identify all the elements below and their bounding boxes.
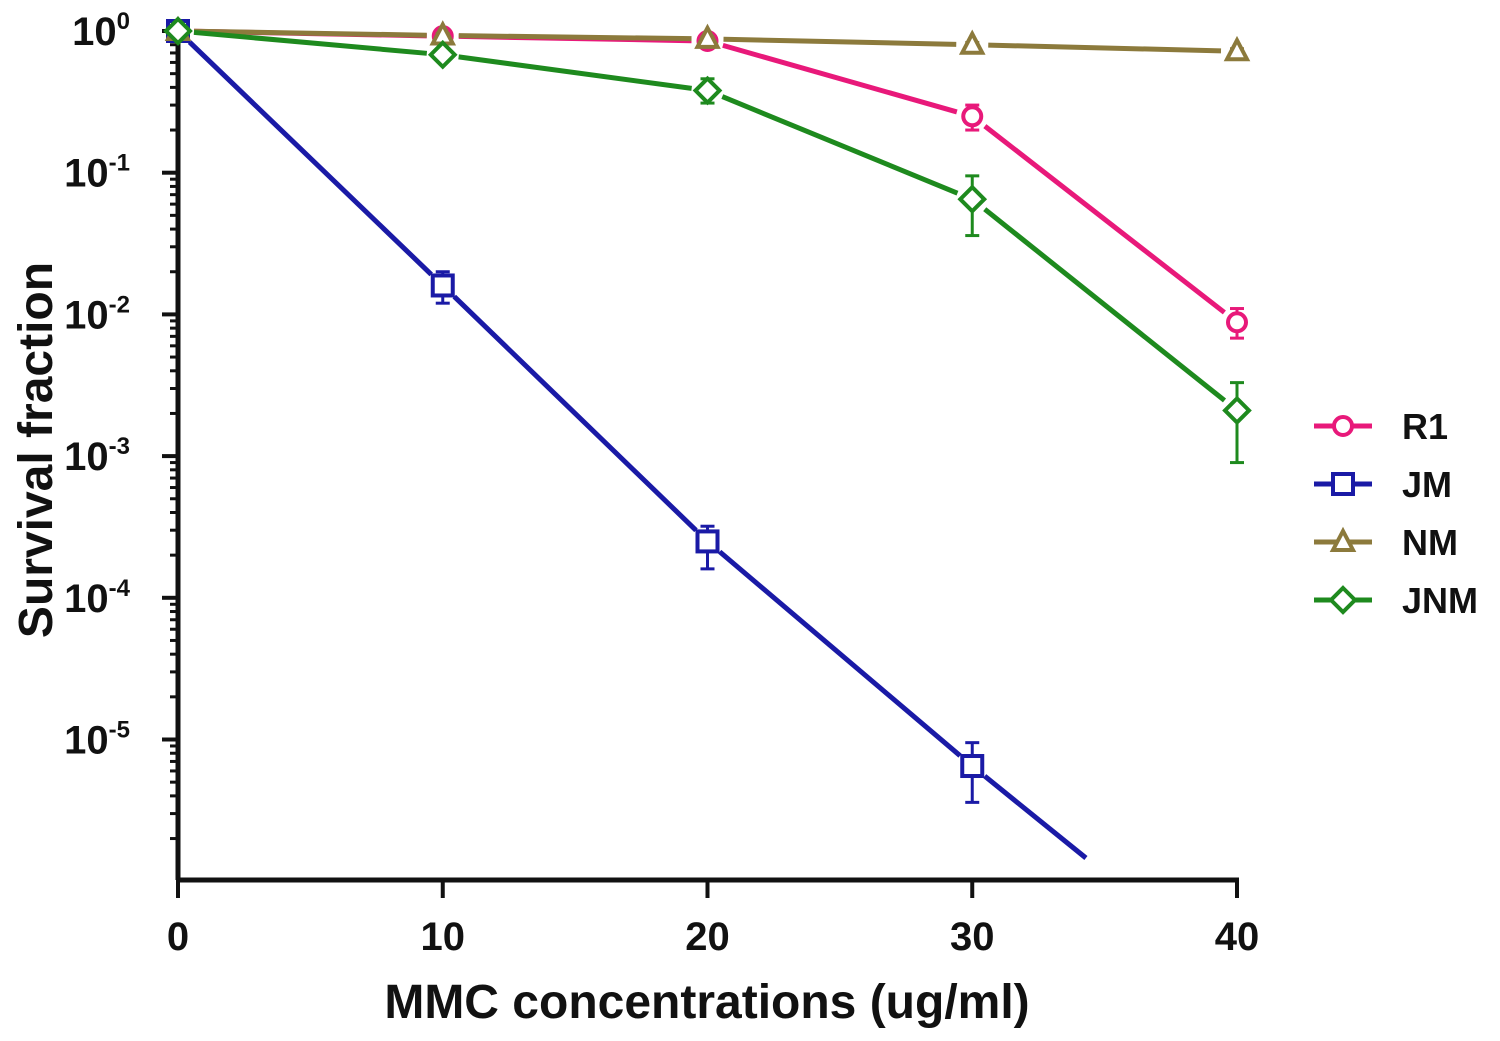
y-tick-exponent: -2: [109, 291, 130, 318]
x-axis-title: MMC concentrations (ug/ml): [384, 976, 1029, 1029]
series-line-segment: [723, 36, 957, 47]
legend: R1 JM NM JNM: [1314, 406, 1478, 621]
series-line-segment: [988, 42, 1222, 54]
y-tick-label: 10-1: [64, 150, 130, 196]
y-tick-exponent: 0: [117, 8, 130, 35]
data-point-triangle: [694, 23, 721, 49]
y-tick-base: 10: [64, 152, 109, 196]
data-point-diamond: [1222, 395, 1252, 426]
y-tick-label: 10-5: [64, 717, 130, 763]
series-line-segment: [721, 94, 959, 196]
legend-item-jm: JM: [1314, 464, 1452, 505]
data-point-triangle: [1223, 35, 1251, 62]
data-point-square: [695, 529, 720, 554]
legend-marker-diamond: [1328, 585, 1358, 615]
series-line-segment: [187, 40, 433, 277]
y-tick-label: 100: [72, 8, 130, 54]
series-jm: [166, 19, 1088, 860]
legend-label: JNM: [1402, 580, 1478, 621]
y-axis-title: Survival fraction: [10, 262, 63, 638]
data-point-diamond: [163, 16, 193, 46]
series-line-segment: [718, 549, 962, 758]
legend-item-jnm: JNM: [1314, 580, 1478, 621]
series-line-segment: [452, 294, 698, 533]
series-line-segment: [193, 29, 428, 56]
legend-item-nm: NM: [1314, 522, 1458, 563]
x-tick-label: 40: [1215, 915, 1260, 959]
series-line-segment: [458, 33, 692, 42]
y-tick-label: 10-2: [64, 291, 130, 337]
y-tick-exponent: -3: [109, 433, 130, 460]
data-point-square: [960, 754, 985, 779]
legend-label: JM: [1402, 464, 1452, 505]
x-tick-label: 20: [685, 915, 730, 959]
y-tick-base: 10: [64, 435, 109, 479]
y-tick-exponent: -5: [109, 717, 130, 744]
y-tick-label: 10-4: [64, 575, 130, 621]
data-point-diamond: [692, 75, 723, 106]
data-point-diamond: [427, 39, 458, 70]
legend-label: R1: [1402, 406, 1448, 447]
y-tick-exponent: -4: [109, 575, 131, 602]
series-line-segment: [193, 28, 427, 38]
x-tick-label: 0: [167, 915, 189, 959]
series-line-segment: [983, 124, 1226, 315]
y-tick-label: 10-3: [64, 433, 130, 479]
legend-marker-triangle: [1329, 526, 1357, 552]
series-line-segment: [722, 42, 958, 115]
data-point-circle: [961, 105, 984, 128]
series-layer: [163, 15, 1252, 860]
x-tick-label: 30: [950, 915, 995, 959]
x-tick-label: 10: [421, 915, 466, 959]
y-tick-base: 10: [64, 577, 109, 621]
y-tick-base: 10: [64, 293, 109, 337]
y-tick-base: 10: [72, 10, 117, 54]
legend-label: NM: [1402, 522, 1458, 563]
y-tick-base: 10: [64, 719, 109, 763]
data-point-circle: [1226, 311, 1248, 334]
legend-marker-circle: [1332, 415, 1354, 437]
data-point-square: [430, 273, 455, 298]
legend-item-r1: R1: [1314, 406, 1448, 447]
series-line-segment: [983, 774, 1088, 860]
series-line-segment: [458, 54, 692, 91]
data-point-diamond: [957, 184, 988, 215]
data-point-triangle: [958, 29, 986, 55]
series-jnm: [163, 16, 1252, 465]
series-line-segment: [983, 207, 1227, 403]
legend-marker-square: [1331, 472, 1355, 496]
y-tick-exponent: -1: [109, 150, 130, 177]
series-nm: [164, 15, 1251, 62]
